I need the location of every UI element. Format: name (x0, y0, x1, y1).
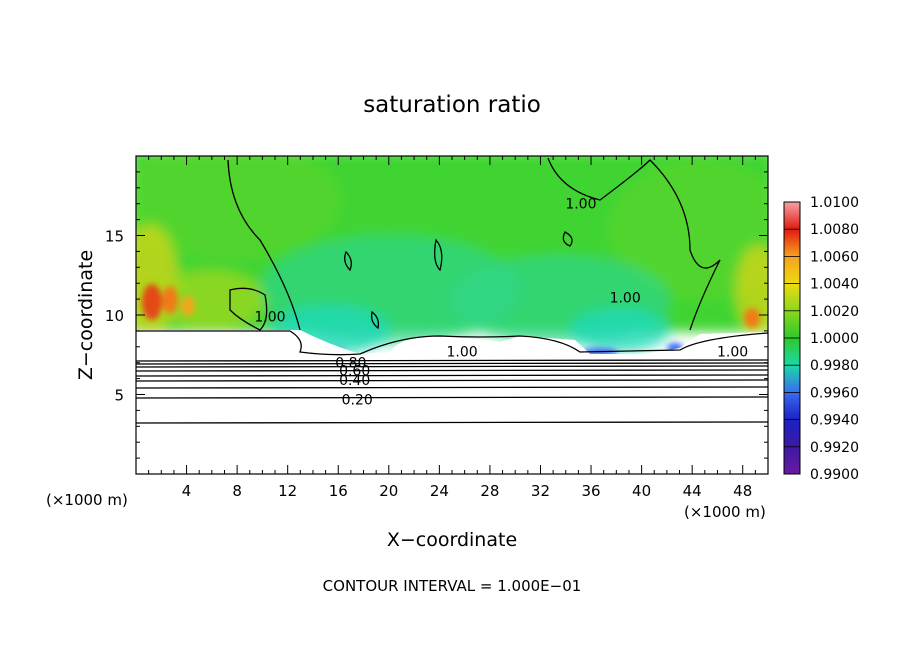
saturation-field (136, 156, 768, 474)
contour-label: 0.80 (335, 356, 366, 372)
x-axis-label: X−coordinate (387, 529, 517, 551)
x-tick-label: 12 (278, 482, 297, 500)
x-tick-label: 44 (683, 482, 702, 500)
contour-label: 1.00 (717, 345, 748, 361)
colorbar-ticks (784, 201, 800, 475)
y-tick-label: 10 (105, 307, 124, 325)
contour-labels: 1.00 1.00 1.00 1.00 1.00 0.800.600.40 0.20 (254, 197, 748, 409)
axis-ticks (136, 156, 768, 474)
contour-label: 1.00 (610, 291, 641, 307)
colorbar-labels: 1.0100 1.0080 1.0060 1.0040 1.0020 1.0000 0.99… (810, 195, 859, 483)
x-tick-label: 40 (632, 482, 651, 500)
x-tick-label: 24 (430, 482, 449, 500)
x-tick-labels: 4 8 12 16 20 24 28 32 36 40 44 48 (182, 482, 752, 500)
chart-title: saturation ratio (363, 92, 541, 118)
x-unit-left-label: (×1000 m) (46, 491, 128, 509)
colorbar-label: 1.0100 (810, 195, 859, 211)
x-tick-label: 36 (581, 482, 600, 500)
colorbar-label: 0.9940 (810, 413, 859, 429)
x-tick-label: 28 (480, 482, 499, 500)
x-tick-label: 16 (329, 482, 348, 500)
y-tick-label: 15 (105, 228, 124, 246)
x-tick-label: 48 (733, 482, 752, 500)
contour-label: 1.00 (447, 345, 478, 361)
y-tick-label: 5 (114, 387, 124, 405)
x-tick-label: 8 (232, 482, 242, 500)
colorbar-label: 1.0080 (810, 222, 859, 238)
colorbar-label: 0.9900 (810, 467, 859, 483)
contour-label: 1.00 (254, 310, 285, 326)
colorbar-label: 0.9980 (810, 358, 859, 374)
colorbar-label: 1.0060 (810, 249, 859, 265)
y-tick-labels: 5 10 15 (105, 228, 124, 405)
x-tick-label: 20 (379, 482, 398, 500)
colorbar-label: 1.0040 (810, 277, 859, 293)
colorbar-label: 1.0000 (810, 331, 859, 347)
x-tick-label: 4 (182, 482, 192, 500)
contour-interval-note: CONTOUR INTERVAL = 1.000E−01 (323, 577, 582, 595)
contour-label: 0.40 (339, 373, 370, 389)
x-unit-right-label: (×1000 m) (684, 503, 766, 521)
contour-label: 0.60 (339, 364, 370, 380)
colorbar-label: 1.0020 (810, 304, 859, 320)
contour-label: 1.00 (565, 197, 596, 213)
colorbar-label: 0.9960 (810, 385, 859, 401)
x-tick-label: 32 (531, 482, 550, 500)
contour-label: 0.20 (342, 392, 373, 408)
y-axis-label: Z−coordinate (75, 250, 97, 380)
colorbar-label: 0.9920 (810, 440, 859, 456)
